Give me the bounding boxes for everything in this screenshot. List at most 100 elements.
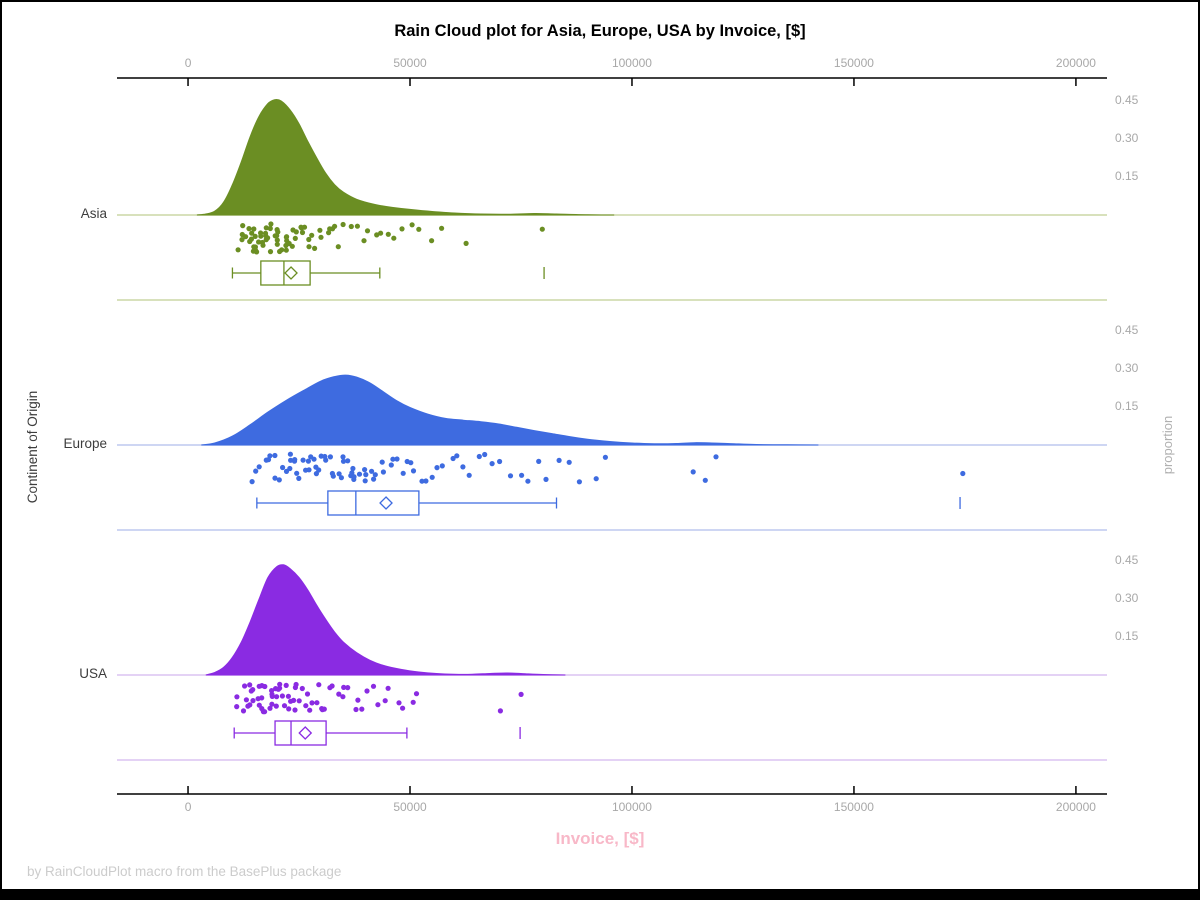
- data-point: [267, 705, 273, 711]
- bottom-x-tick-label: 0: [184, 800, 192, 814]
- data-point: [396, 700, 402, 706]
- data-point: [482, 451, 488, 458]
- data-point: [960, 470, 966, 477]
- data-point: [327, 454, 333, 460]
- data-point: [292, 235, 298, 241]
- data-point: [382, 698, 388, 704]
- data-point: [317, 227, 323, 233]
- data-point: [316, 467, 322, 473]
- data-point: [507, 473, 514, 479]
- data-point: [309, 232, 315, 238]
- data-point: [242, 683, 248, 689]
- data-point: [272, 475, 278, 481]
- data-point: [391, 235, 397, 241]
- data-point: [268, 221, 274, 227]
- data-point: [296, 475, 302, 481]
- data-point: [413, 691, 420, 697]
- data-point: [309, 700, 315, 706]
- x-axis-label: Invoice, [$]: [555, 829, 645, 848]
- data-point: [476, 453, 482, 460]
- data-point: [410, 699, 416, 705]
- box-plot-asia: [231, 260, 545, 286]
- data-point: [287, 451, 293, 457]
- data-point: [283, 247, 289, 253]
- data-point: [281, 703, 288, 709]
- data-point: [234, 704, 240, 710]
- bottom-x-tick-label: 200000: [1055, 800, 1096, 814]
- data-point: [273, 703, 279, 709]
- data-point: [410, 468, 417, 474]
- data-point: [318, 234, 324, 240]
- data-point: [283, 682, 289, 689]
- proportion-tick-label: 0.45: [1115, 323, 1139, 337]
- data-point: [539, 226, 545, 232]
- data-point: [269, 688, 275, 694]
- data-point: [380, 469, 386, 475]
- data-point: [248, 236, 254, 242]
- data-point: [330, 473, 336, 479]
- data-point: [353, 706, 359, 713]
- data-point: [354, 223, 360, 229]
- strip-dots-usa: [234, 681, 524, 715]
- data-point: [400, 470, 406, 476]
- data-point: [460, 464, 466, 470]
- proportion-tick-label: 0.15: [1115, 169, 1139, 183]
- data-point: [429, 238, 435, 244]
- data-point: [497, 708, 503, 714]
- data-point: [371, 476, 377, 482]
- data-point: [566, 459, 572, 465]
- data-point: [265, 457, 272, 463]
- data-point: [556, 457, 562, 463]
- data-point: [275, 686, 281, 692]
- data-point: [363, 472, 369, 478]
- data-point: [259, 695, 265, 701]
- data-point: [289, 243, 295, 249]
- iqr-box: [274, 720, 327, 746]
- data-point: [338, 475, 344, 481]
- data-point: [340, 454, 346, 460]
- data-point: [263, 225, 269, 231]
- top-x-tick-label: 200000: [1055, 56, 1096, 70]
- data-point: [350, 465, 356, 472]
- data-point: [450, 455, 456, 462]
- data-point: [439, 225, 445, 231]
- data-point: [292, 457, 298, 463]
- data-point: [246, 226, 252, 232]
- density-area-asia: [196, 98, 615, 216]
- chart-title: Rain Cloud plot for Asia, Europe, USA by…: [394, 22, 806, 40]
- data-point: [249, 230, 255, 236]
- data-point: [379, 459, 385, 465]
- data-point: [287, 465, 293, 472]
- data-point: [251, 226, 257, 232]
- data-point: [249, 479, 255, 485]
- data-point: [409, 222, 415, 228]
- data-point: [690, 469, 696, 475]
- data-point: [364, 688, 370, 694]
- proportion-tick-label: 0.45: [1115, 553, 1139, 567]
- data-point: [362, 467, 368, 473]
- data-point: [277, 681, 283, 687]
- data-point: [279, 247, 285, 253]
- data-point: [293, 681, 299, 688]
- mean-diamond: [379, 496, 393, 510]
- data-point: [332, 223, 338, 229]
- data-point: [429, 474, 435, 480]
- data-point: [543, 476, 549, 482]
- data-point: [253, 468, 259, 474]
- strip-dots-asia: [235, 221, 545, 255]
- proportion-tick-label: 0.15: [1115, 399, 1139, 413]
- data-point: [235, 247, 241, 253]
- data-point: [359, 706, 365, 712]
- data-point: [423, 478, 429, 484]
- top-x-tick-label: 150000: [833, 56, 874, 70]
- data-point: [378, 230, 384, 236]
- data-point: [364, 228, 371, 234]
- data-point: [243, 234, 249, 240]
- data-point: [306, 244, 312, 250]
- data-point: [286, 706, 292, 712]
- proportion-tick-label: 0.15: [1115, 629, 1139, 643]
- data-point: [305, 458, 311, 464]
- data-point: [348, 223, 354, 230]
- data-point: [372, 472, 378, 478]
